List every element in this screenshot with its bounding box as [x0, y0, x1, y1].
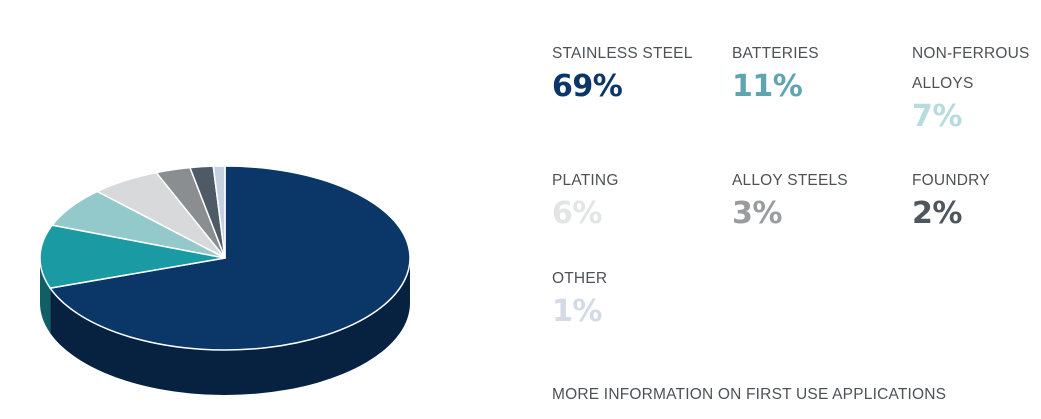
legend-label: ALLOY STEELS: [732, 172, 848, 189]
legend-value: 3%: [732, 196, 782, 231]
pie-slice-stainless-steel: [49, 165, 411, 351]
legend-item-plating: PLATING 6%: [552, 166, 619, 232]
pie-side-batteries: [40, 258, 51, 334]
legend-item-non-ferrous-alloys: NON-FERROUS ALLOYS 7%: [912, 39, 1032, 135]
pie-side-stainless-steel: [50, 258, 411, 395]
legend-item-alloy-steels: ALLOY STEELS 3%: [732, 166, 848, 232]
legend-label: STAINLESS STEEL: [552, 45, 693, 62]
legend-item-foundry: FOUNDRY 2%: [912, 166, 990, 232]
legend-label: NON-FERROUS ALLOYS: [912, 45, 1030, 92]
legend-value: 1%: [552, 294, 602, 329]
pie-slice-batteries: [39, 224, 226, 289]
legend-label: FOUNDRY: [912, 172, 990, 189]
legend-value: 11%: [732, 69, 803, 104]
legend-label: OTHER: [552, 270, 608, 287]
legend-item-batteries: BATTERIES 11%: [732, 39, 819, 105]
legend-value: 7%: [912, 99, 962, 134]
legend-value: 69%: [552, 69, 623, 104]
legend-value: 6%: [552, 196, 602, 231]
legend-item-stainless-steel: STAINLESS STEEL 69%: [552, 39, 693, 105]
pie-chart: [39, 165, 411, 395]
pie-slice-other: [212, 165, 226, 259]
legend-value: 2%: [912, 196, 962, 231]
more-info-link[interactable]: MORE INFORMATION ON FIRST USE APPLICATIO…: [552, 386, 947, 403]
legend-label: BATTERIES: [732, 45, 819, 62]
legend-item-other: OTHER 1%: [552, 264, 607, 330]
legend-label: PLATING: [552, 172, 619, 189]
